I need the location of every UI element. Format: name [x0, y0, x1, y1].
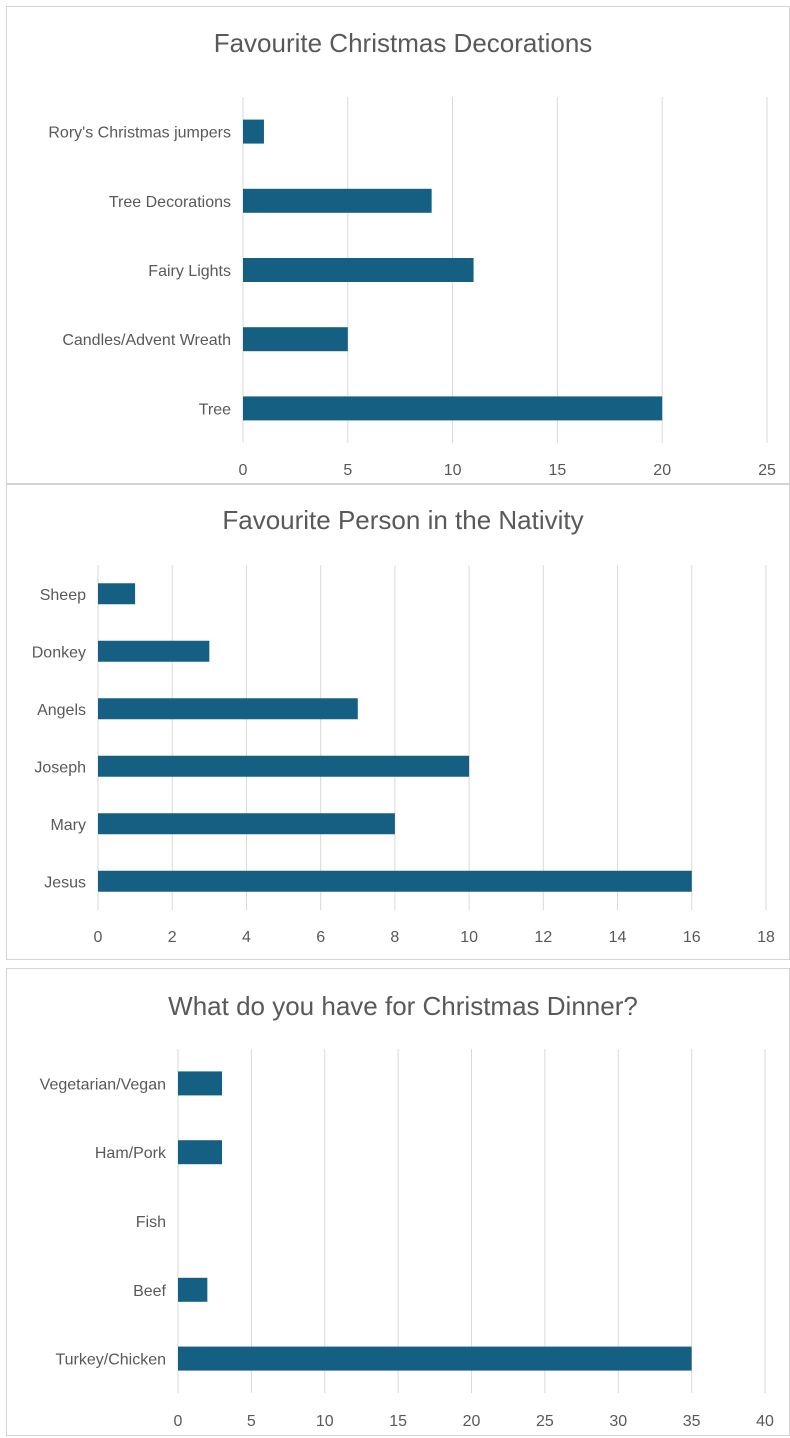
gridlines [177, 1049, 766, 1393]
chart-decorations-svg: Favourite Christmas Decorations Rory's C… [48, 28, 776, 479]
bar [243, 188, 432, 213]
tick-label: 25 [536, 1413, 554, 1430]
bar [98, 698, 358, 720]
bar [98, 870, 692, 892]
bar [98, 755, 470, 777]
chart-dinner-svg: What do you have for Christmas Dinner? V… [40, 991, 774, 1430]
tick-label: 14 [609, 929, 627, 946]
tick-label: 15 [389, 1413, 407, 1430]
category-label: Jesus [44, 874, 86, 891]
bars [98, 583, 692, 892]
tick-label: 5 [343, 462, 352, 479]
category-label: Vegetarian/Vegan [40, 1076, 166, 1093]
tick-label: 35 [683, 1413, 701, 1430]
tick-label: 0 [174, 1413, 183, 1430]
bar [98, 583, 136, 605]
tick-label: 15 [549, 462, 567, 479]
category-label: Donkey [32, 644, 86, 661]
tick-label: 10 [316, 1413, 334, 1430]
tick-label: 20 [653, 462, 671, 479]
category-label: Tree [199, 401, 231, 418]
tick-label: 2 [168, 929, 177, 946]
category-labels: Rory's Christmas jumpers Tree Decorations… [48, 125, 231, 419]
tick-label: 30 [609, 1413, 627, 1430]
tick-label: 6 [316, 929, 325, 946]
category-label: Rory's Christmas jumpers [48, 125, 231, 142]
chart-title: Favourite Christmas Decorations [214, 28, 593, 58]
category-label: Ham/Pork [95, 1145, 167, 1162]
chart-nativity-svg: Favourite Person in the Nativity Sheep Do… [32, 505, 775, 946]
bar [98, 813, 395, 835]
tick-label: 0 [94, 929, 103, 946]
category-label: Beef [133, 1283, 166, 1300]
bar [243, 327, 348, 352]
category-label: Sheep [40, 587, 86, 604]
bar [243, 119, 264, 144]
tick-label: 12 [534, 929, 552, 946]
bar [243, 396, 663, 421]
category-labels: Vegetarian/Vegan Ham/Pork Fish Beef Turkey/C… [40, 1076, 167, 1368]
bar [178, 1140, 223, 1165]
category-label: Fairy Lights [148, 263, 231, 280]
bar [98, 640, 210, 662]
category-label: Mary [50, 817, 86, 834]
gridlines [97, 565, 767, 910]
tick-label: 25 [758, 462, 776, 479]
bar [178, 1277, 208, 1302]
tick-label: 4 [242, 929, 251, 946]
tick-label: 0 [239, 462, 248, 479]
category-label: Candles/Advent Wreath [62, 332, 231, 349]
bar [243, 258, 474, 282]
tick-label: 10 [460, 929, 478, 946]
bars [178, 1071, 692, 1371]
bar [178, 1346, 692, 1371]
tick-label: 16 [683, 929, 701, 946]
chart-title: What do you have for Christmas Dinner? [168, 991, 638, 1021]
tick-label: 18 [757, 929, 775, 946]
category-label: Tree Decorations [109, 194, 231, 211]
tick-label: 5 [247, 1413, 256, 1430]
chart-title: Favourite Person in the Nativity [222, 505, 583, 535]
category-label: Angels [37, 702, 86, 719]
chart-dinner: What do you have for Christmas Dinner? V… [6, 968, 790, 1436]
tick-labels: 0 5 10 15 20 25 30 35 40 [174, 1413, 774, 1430]
category-label: Fish [136, 1214, 166, 1231]
tick-label: 20 [463, 1413, 481, 1430]
category-label: Turkey/Chicken [55, 1352, 166, 1369]
tick-label: 40 [756, 1413, 774, 1430]
category-label: Joseph [34, 759, 86, 776]
category-labels: Sheep Donkey Angels Joseph Mary Jesus [32, 587, 86, 892]
chart-decorations: Favourite Christmas Decorations Rory's C… [6, 6, 790, 484]
chart-nativity: Favourite Person in the Nativity Sheep Do… [6, 484, 790, 960]
bar [178, 1071, 223, 1096]
tick-labels: 0 2 4 6 8 10 12 14 16 18 [94, 929, 775, 946]
tick-labels: 0 5 10 15 20 25 [239, 462, 776, 479]
tick-label: 8 [390, 929, 399, 946]
tick-label: 10 [444, 462, 462, 479]
bars [243, 119, 663, 421]
